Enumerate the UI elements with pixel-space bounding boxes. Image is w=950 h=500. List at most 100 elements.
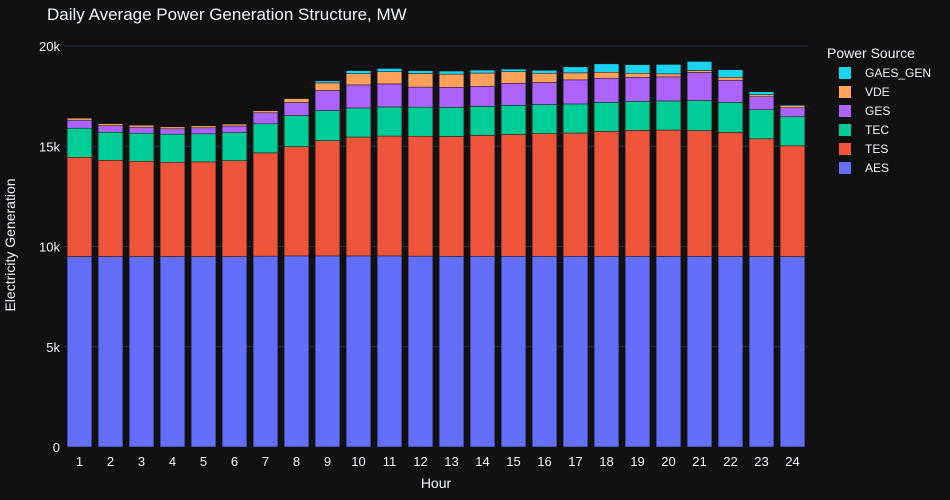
bar-segment-tec xyxy=(438,107,465,137)
legend-label[interactable]: TES xyxy=(865,142,888,156)
bar-segment-vde xyxy=(500,71,527,84)
bar-segment-aes xyxy=(500,256,527,448)
bar-segment-tes xyxy=(159,162,186,257)
legend-title: Power Source xyxy=(827,45,915,61)
bar-segment-gaes-gen xyxy=(779,104,806,106)
bar-segment-gaes-gen xyxy=(469,69,496,74)
bar-segment-aes xyxy=(376,255,403,448)
legend-swatch[interactable] xyxy=(839,143,851,155)
bar-segment-aes xyxy=(531,256,558,448)
bar-segment-aes xyxy=(593,256,620,448)
bar-segment-tes xyxy=(221,160,248,257)
bar-segment-gaes-gen xyxy=(717,69,744,78)
bar-segment-gaes-gen xyxy=(407,70,434,74)
x-tick-label: 10 xyxy=(351,454,365,469)
bar-segment-ges xyxy=(686,72,713,101)
bar-segment-tec xyxy=(159,133,186,163)
bar-segment-aes xyxy=(748,256,775,448)
bar-segment-tes xyxy=(283,146,310,257)
bar-segment-tes xyxy=(748,138,775,257)
legend-swatch[interactable] xyxy=(839,86,851,98)
bar-segment-vde xyxy=(562,72,589,81)
x-tick-label: 24 xyxy=(785,454,799,469)
bar-segment-vde xyxy=(407,73,434,88)
legend-label[interactable]: VDE xyxy=(865,85,890,99)
bar-segment-tes xyxy=(624,130,651,257)
bar-segment-tec xyxy=(562,103,589,134)
bar-segment-ges xyxy=(407,86,434,108)
x-tick-label: 7 xyxy=(262,454,269,469)
bar-segment-tec xyxy=(717,102,744,133)
y-tick-label: 15k xyxy=(39,139,60,154)
legend-label[interactable]: GES xyxy=(865,104,890,118)
legend-label[interactable]: GAES_GEN xyxy=(865,66,931,80)
x-tick-label: 16 xyxy=(537,454,551,469)
bar-segment-tes xyxy=(376,135,403,257)
gridlines xyxy=(64,45,808,348)
bar-segment-ges xyxy=(624,77,651,102)
bar-segment-gaes-gen xyxy=(593,63,620,73)
bar-segment-aes xyxy=(686,256,713,448)
bar-segment-gaes-gen xyxy=(314,80,341,84)
bar-segment-aes xyxy=(438,256,465,448)
bar-segment-tec xyxy=(190,133,217,163)
bar-segment-tes xyxy=(655,129,682,257)
bar-segment-vde xyxy=(314,82,341,91)
bar-segment-tes xyxy=(779,145,806,257)
bar-segment-ges xyxy=(376,83,403,108)
legend-label[interactable]: TEC xyxy=(865,123,889,137)
legend-swatch[interactable] xyxy=(839,162,851,174)
bar-segment-vde xyxy=(438,73,465,88)
bar-segment-tes xyxy=(128,161,155,257)
y-tick-label: 5k xyxy=(46,340,60,355)
bar-segment-tes xyxy=(407,135,434,257)
bar-segment-aes xyxy=(66,256,93,448)
x-tick-label: 22 xyxy=(723,454,737,469)
bar-segment-aes xyxy=(97,256,124,448)
x-tick-label: 12 xyxy=(413,454,427,469)
x-tick-label: 19 xyxy=(630,454,644,469)
bar-segment-tec xyxy=(407,106,434,137)
bar-segment-ges xyxy=(252,112,279,125)
bar-segment-tec xyxy=(314,110,341,141)
bar-segment-aes xyxy=(190,256,217,448)
y-axis-title: Electricity Generation xyxy=(2,178,18,311)
bar-segment-tes xyxy=(500,134,527,257)
bar-segment-vde xyxy=(779,105,806,109)
bar-segment-tes xyxy=(345,136,372,257)
legend: Power Source GAES_GEN VDE GES TEC TES AES xyxy=(827,45,931,175)
legend-swatch[interactable] xyxy=(839,105,851,117)
bar-segment-vde xyxy=(190,125,217,129)
bar-segment-tec xyxy=(686,100,713,131)
bar-segment-ges xyxy=(128,126,155,134)
bar-segment-tes xyxy=(562,132,589,257)
bar-segment-vde xyxy=(593,72,620,79)
bar-segment-gaes-gen xyxy=(624,64,651,74)
bar-segment-vde xyxy=(655,73,682,78)
bar-segment-gaes-gen xyxy=(376,68,403,72)
chart-title: Daily Average Power Generation Structure… xyxy=(47,5,407,24)
bar-segment-vde xyxy=(345,73,372,86)
x-tick-label: 17 xyxy=(568,454,582,469)
bar-segment-ges xyxy=(97,125,124,133)
bar-segment-ges xyxy=(438,87,465,108)
x-tick-label: 21 xyxy=(692,454,706,469)
bar-segment-ges xyxy=(469,86,496,107)
bar-segment-ges xyxy=(500,83,527,106)
legend-swatch[interactable] xyxy=(839,67,851,79)
bar-segment-vde xyxy=(469,72,496,87)
legend-label[interactable]: AES xyxy=(865,161,889,175)
bar-segment-tes xyxy=(97,160,124,257)
bar-segment-tes xyxy=(593,131,620,257)
bar-segment-tes xyxy=(438,136,465,257)
bar-segment-tec xyxy=(66,127,93,158)
bar-segment-tec xyxy=(221,132,248,161)
x-tick-label: 15 xyxy=(506,454,520,469)
legend-swatch[interactable] xyxy=(839,124,851,136)
y-tick-label: 10k xyxy=(39,240,60,255)
x-axis-title: Hour xyxy=(421,475,452,491)
bar-segment-vde xyxy=(376,71,403,85)
bar-segment-tes xyxy=(531,133,558,257)
